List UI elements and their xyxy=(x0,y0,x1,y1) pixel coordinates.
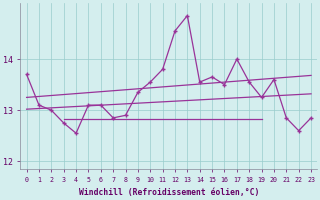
X-axis label: Windchill (Refroidissement éolien,°C): Windchill (Refroidissement éolien,°C) xyxy=(79,188,259,197)
